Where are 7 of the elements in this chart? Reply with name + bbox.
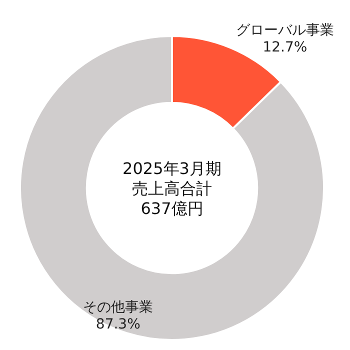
text: 2025年3月期 bbox=[122, 159, 222, 178]
slice-label: その他事業 bbox=[83, 300, 154, 316]
slice-label: グローバル事業 bbox=[236, 22, 334, 39]
text: 637億円 bbox=[140, 199, 204, 218]
data-label: 87.3% bbox=[96, 316, 140, 333]
text: 売上高合計 bbox=[132, 179, 212, 198]
data-label: 12.7% bbox=[262, 40, 308, 56]
